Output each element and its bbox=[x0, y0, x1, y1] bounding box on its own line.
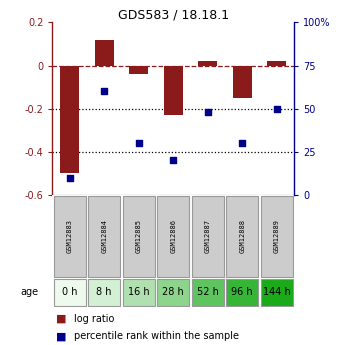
Text: 28 h: 28 h bbox=[162, 287, 184, 297]
Text: 16 h: 16 h bbox=[128, 287, 149, 297]
Point bbox=[240, 140, 245, 146]
Bar bbox=[198, 61, 217, 66]
Point bbox=[274, 106, 280, 111]
Point bbox=[136, 140, 141, 146]
Text: 0 h: 0 h bbox=[62, 287, 77, 297]
FancyBboxPatch shape bbox=[88, 196, 120, 277]
Bar bbox=[129, 66, 148, 74]
Point bbox=[101, 89, 107, 94]
Text: ■: ■ bbox=[56, 332, 66, 341]
FancyBboxPatch shape bbox=[192, 279, 224, 306]
Text: GSM12886: GSM12886 bbox=[170, 219, 176, 253]
Text: GSM12889: GSM12889 bbox=[274, 219, 280, 253]
FancyBboxPatch shape bbox=[54, 196, 86, 277]
FancyBboxPatch shape bbox=[226, 279, 258, 306]
FancyBboxPatch shape bbox=[158, 279, 189, 306]
FancyBboxPatch shape bbox=[158, 196, 189, 277]
Text: GSM12885: GSM12885 bbox=[136, 219, 142, 253]
Point bbox=[67, 175, 72, 180]
FancyBboxPatch shape bbox=[123, 196, 154, 277]
Point bbox=[171, 158, 176, 163]
Text: age: age bbox=[21, 287, 39, 297]
Bar bbox=[60, 66, 79, 173]
Text: GSM12883: GSM12883 bbox=[67, 219, 73, 253]
Text: GSM12888: GSM12888 bbox=[239, 219, 245, 253]
FancyBboxPatch shape bbox=[123, 279, 154, 306]
FancyBboxPatch shape bbox=[88, 279, 120, 306]
Point bbox=[205, 109, 211, 115]
Title: GDS583 / 18.18.1: GDS583 / 18.18.1 bbox=[118, 8, 229, 21]
FancyBboxPatch shape bbox=[261, 196, 293, 277]
Text: percentile rank within the sample: percentile rank within the sample bbox=[74, 332, 239, 341]
Bar bbox=[233, 66, 252, 98]
Text: GSM12887: GSM12887 bbox=[205, 219, 211, 253]
Bar bbox=[95, 40, 114, 66]
Text: GSM12884: GSM12884 bbox=[101, 219, 107, 253]
Text: log ratio: log ratio bbox=[74, 314, 115, 324]
FancyBboxPatch shape bbox=[261, 279, 293, 306]
Text: ■: ■ bbox=[56, 314, 66, 324]
FancyBboxPatch shape bbox=[226, 196, 258, 277]
Text: 96 h: 96 h bbox=[232, 287, 253, 297]
Text: 144 h: 144 h bbox=[263, 287, 291, 297]
Bar bbox=[164, 66, 183, 115]
Bar bbox=[267, 61, 286, 66]
Text: 8 h: 8 h bbox=[96, 287, 112, 297]
FancyBboxPatch shape bbox=[54, 279, 86, 306]
Text: 52 h: 52 h bbox=[197, 287, 219, 297]
FancyBboxPatch shape bbox=[192, 196, 224, 277]
